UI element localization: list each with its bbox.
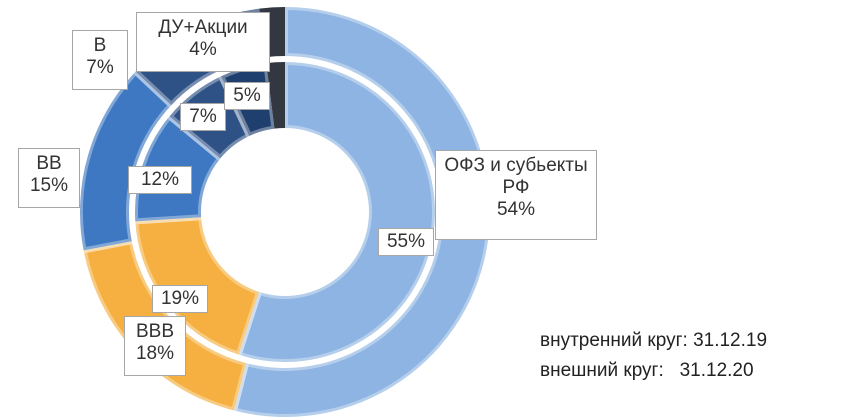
- category-label: 55%: [386, 231, 426, 252]
- legend-inner: внутренний круг: 31.12.19: [540, 330, 768, 351]
- value-label: 18%: [135, 343, 175, 364]
- donut-slice: [234, 58, 438, 365]
- category-label: B: [93, 35, 107, 56]
- value-label: 54%: [496, 199, 536, 220]
- outer-label: ДУ+Акции 4%: [136, 12, 270, 72]
- category-label: 12%: [140, 169, 180, 190]
- legend-outer: внешний круг: 31.12.20: [540, 360, 754, 381]
- inner-label: 55%: [378, 228, 434, 256]
- donut-slice: [230, 3, 493, 419]
- outer-label: BB 15%: [18, 148, 80, 208]
- value-label: 15%: [29, 175, 69, 196]
- outer-label: B 7%: [72, 30, 128, 90]
- outer-label: ОФЗ и субьекты РФ 54%: [435, 150, 597, 240]
- value-label: 7%: [86, 57, 114, 78]
- category-label: BB: [36, 153, 62, 174]
- category-label: BBB: [135, 321, 175, 342]
- inner-label: 19%: [152, 285, 208, 313]
- value-label: 4%: [189, 39, 217, 60]
- category-label: ДУ+Акции: [158, 17, 248, 38]
- category-label: 5%: [233, 85, 261, 106]
- inner-label: 12%: [128, 166, 192, 194]
- outer-label: BBB 18%: [124, 316, 186, 376]
- inner-label: 7%: [180, 103, 226, 131]
- inner-label: 5%: [224, 82, 270, 110]
- category-label: 7%: [189, 106, 217, 127]
- category-label: 19%: [160, 288, 200, 309]
- donut-slice: [77, 67, 176, 254]
- gap-segment: [266, 62, 285, 129]
- category-label: ОФЗ и субьекты РФ: [444, 155, 588, 198]
